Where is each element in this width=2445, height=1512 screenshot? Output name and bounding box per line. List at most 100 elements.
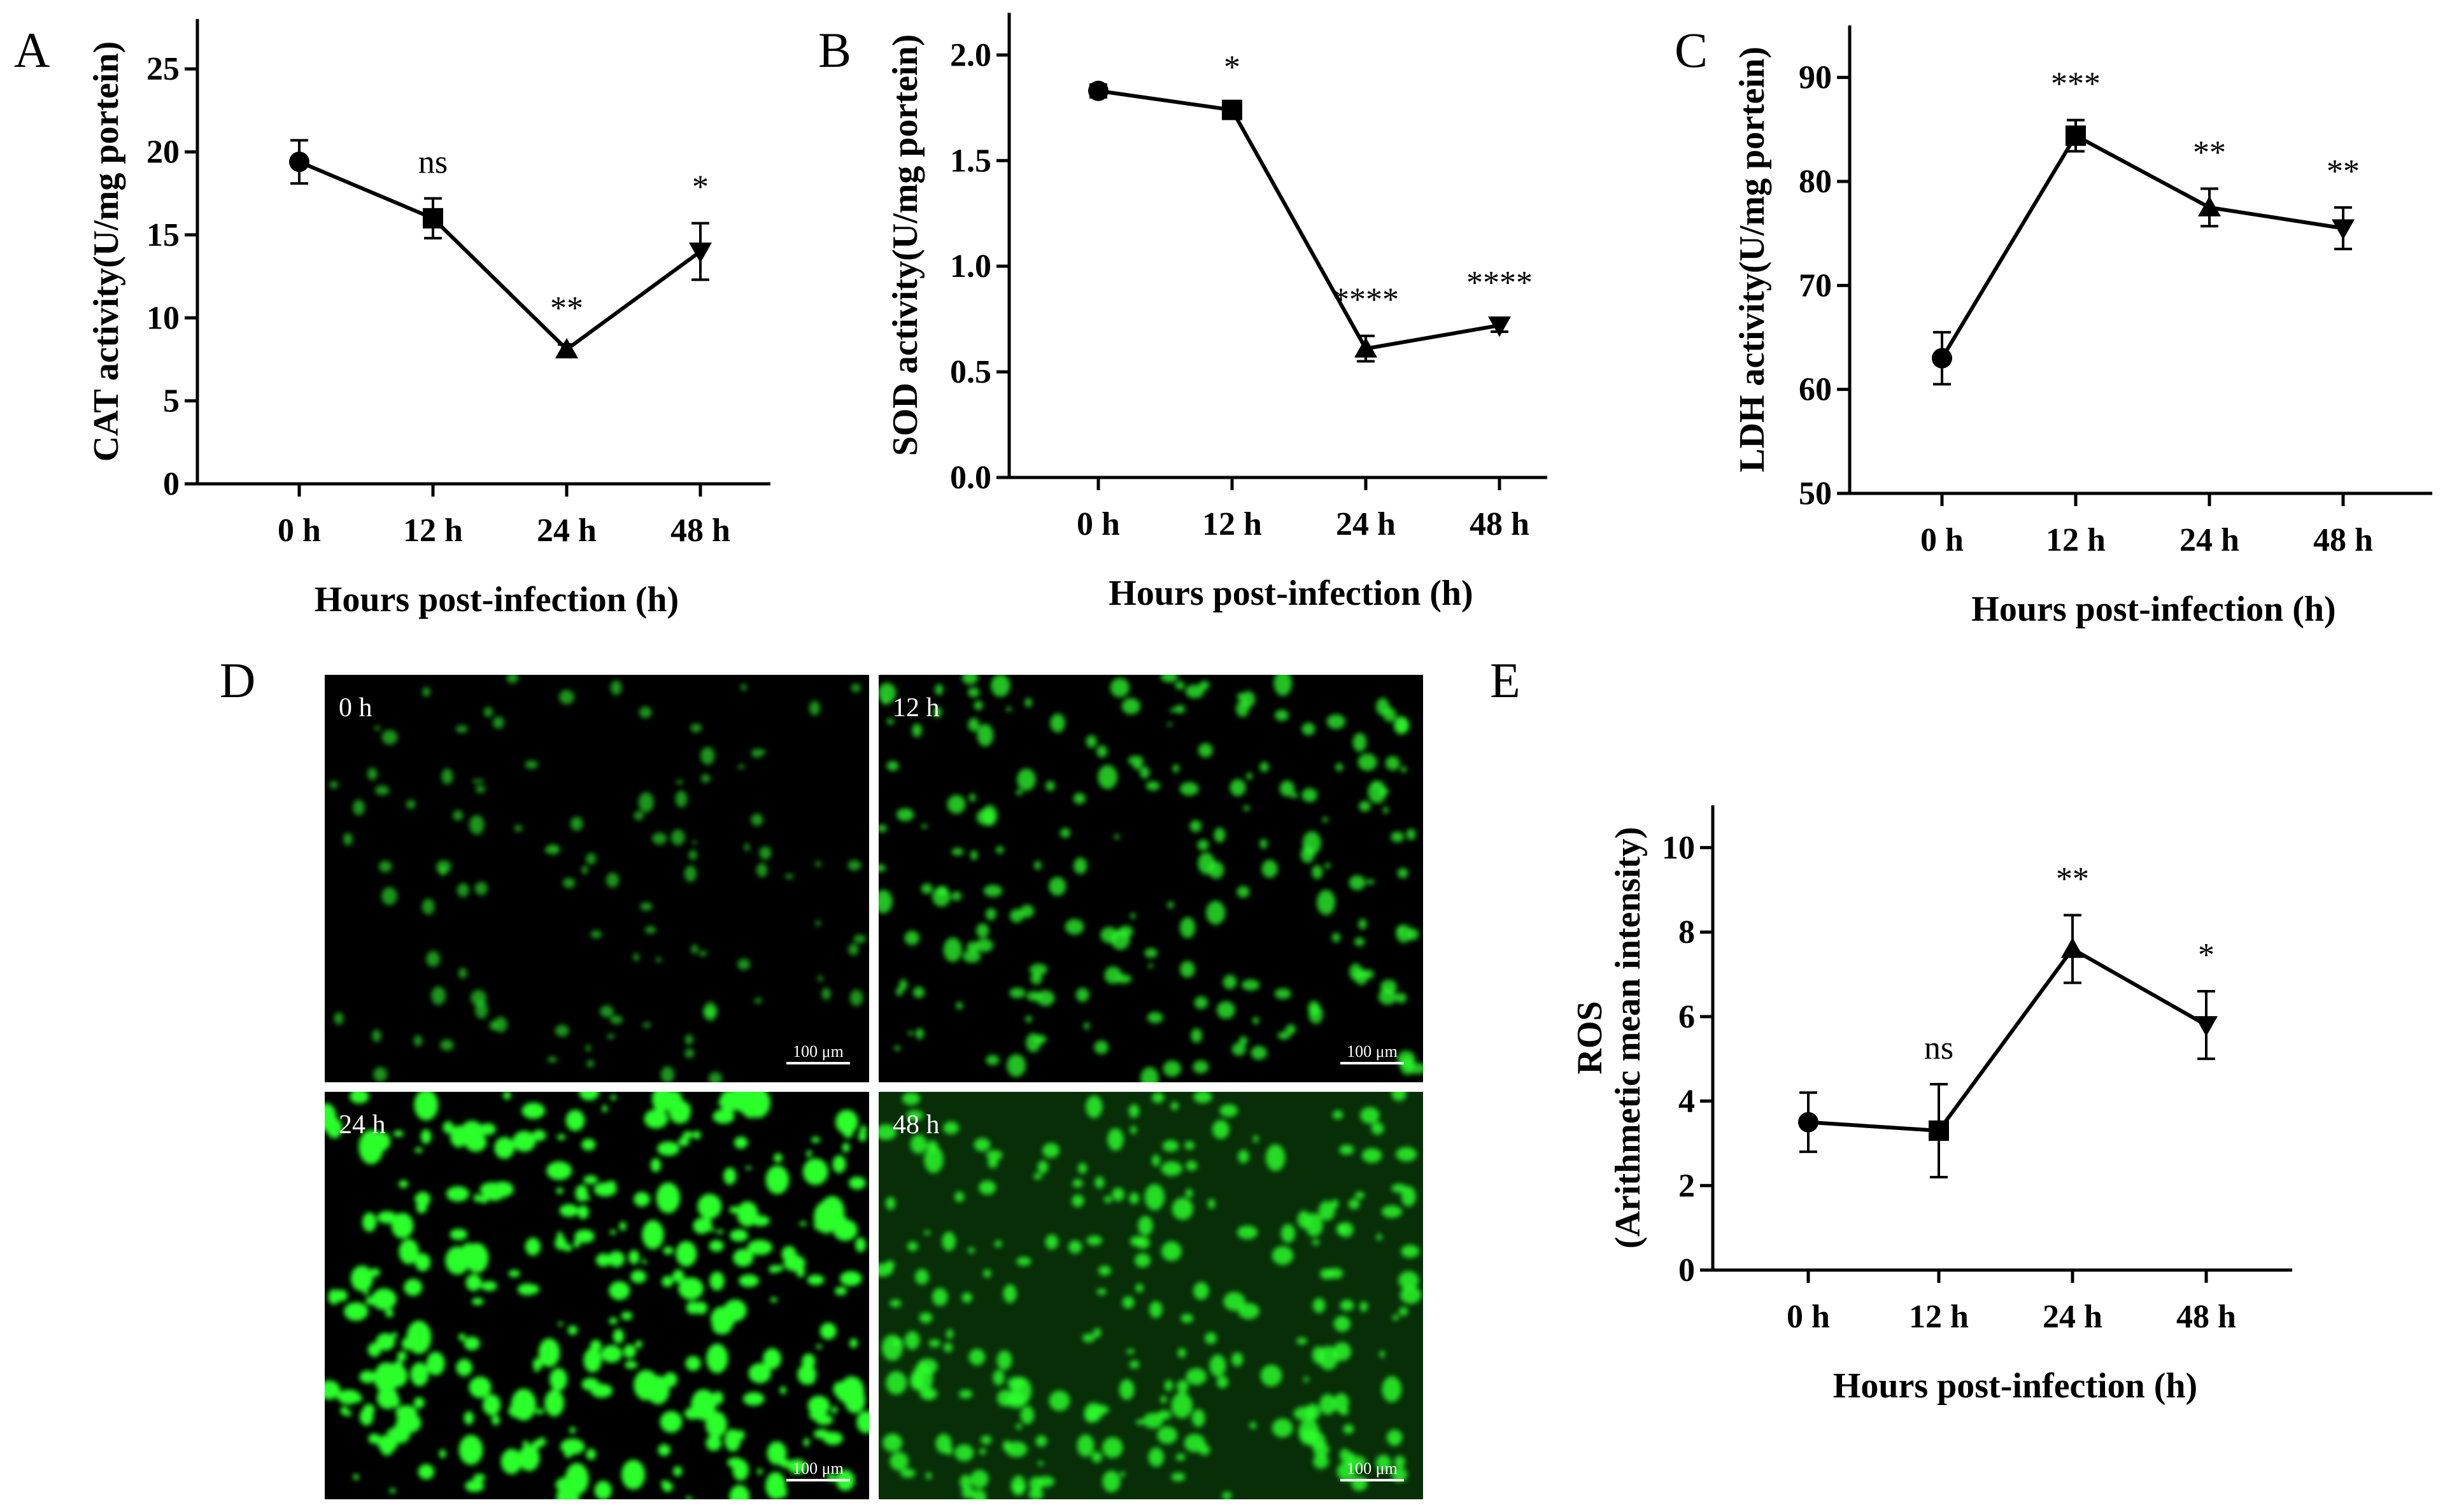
- cell: [968, 1247, 975, 1254]
- cell: [1093, 1328, 1102, 1338]
- significance-label: **: [550, 290, 583, 327]
- cell: [1164, 1380, 1173, 1392]
- cell: [1396, 1147, 1417, 1162]
- micrograph-time-label: 24 h: [339, 1110, 386, 1140]
- cell: [547, 1056, 558, 1063]
- cell: [1301, 1429, 1317, 1442]
- cell: [819, 1322, 837, 1340]
- cell: [574, 1229, 595, 1243]
- cell: [1198, 852, 1215, 875]
- cell: [1301, 723, 1315, 735]
- cell: [1177, 1348, 1186, 1358]
- cell: [621, 1311, 633, 1320]
- cell: [695, 1301, 708, 1315]
- cell: [912, 987, 925, 998]
- chart-ros: 0 2 4 6 8 10 0 h 12 h 24 h 48 h Hours post-infecti…: [1570, 805, 2292, 1406]
- cell: [1024, 698, 1032, 707]
- cell: [602, 1105, 608, 1113]
- cell: [975, 938, 993, 952]
- cell: [1029, 1476, 1044, 1492]
- cell: [885, 1261, 895, 1269]
- cell: [979, 1180, 996, 1195]
- cell: [961, 675, 979, 685]
- cell: [683, 1131, 693, 1139]
- data-point: [1798, 1112, 1818, 1133]
- cell: [1135, 1253, 1151, 1268]
- cell: [698, 950, 707, 956]
- cell: [606, 1180, 616, 1188]
- cell: [1357, 753, 1377, 771]
- cell: [1326, 714, 1345, 730]
- cell: [1398, 1307, 1408, 1316]
- cell: [1074, 858, 1088, 875]
- cell: [1037, 1460, 1044, 1466]
- cell: [608, 1251, 625, 1268]
- cell: [1381, 1205, 1402, 1218]
- cell: [1135, 1283, 1144, 1293]
- data-point: [2061, 937, 2084, 958]
- cell: [840, 1271, 862, 1286]
- cell: [1351, 1476, 1368, 1491]
- cell: [1251, 1045, 1267, 1060]
- significance-label: *: [2198, 937, 2215, 973]
- cell: [1007, 1054, 1026, 1077]
- cell: [802, 1158, 828, 1185]
- cell: [1147, 1012, 1163, 1024]
- x-tick-label: 24 h: [2179, 522, 2239, 558]
- cell: [413, 1397, 425, 1409]
- cell: [565, 1110, 585, 1131]
- cell: [1296, 1337, 1307, 1345]
- cell: [1261, 859, 1278, 878]
- cell: [1175, 1453, 1186, 1461]
- cell: [1086, 1236, 1103, 1246]
- cell: [581, 1138, 596, 1151]
- cell: [663, 1247, 674, 1255]
- cell: [1082, 1333, 1095, 1343]
- cell: [894, 1045, 901, 1051]
- cell: [374, 1362, 399, 1394]
- cell: [388, 1395, 400, 1408]
- cell: [1198, 743, 1213, 758]
- cell: [559, 689, 574, 705]
- micrograph-time-label: 0 h: [339, 693, 372, 723]
- cell: [814, 1220, 824, 1231]
- y-tick-label: 2: [1678, 1168, 1695, 1204]
- cell: [675, 790, 688, 808]
- cell: [359, 1408, 374, 1426]
- cell: [1005, 707, 1012, 712]
- cell: [847, 860, 861, 871]
- cell: [1010, 1397, 1017, 1405]
- cell: [393, 1130, 404, 1137]
- cell: [1157, 1426, 1178, 1445]
- cell: [770, 1297, 778, 1303]
- cell: [1185, 684, 1205, 698]
- cell: [784, 873, 794, 879]
- cell: [455, 725, 469, 733]
- cell: [1120, 1471, 1126, 1478]
- cell: [565, 1463, 589, 1495]
- cell: [658, 1444, 671, 1456]
- data-point: [1088, 80, 1109, 101]
- cell: [1349, 875, 1366, 891]
- cell: [373, 1067, 388, 1082]
- cell: [1193, 1092, 1212, 1103]
- cell: [343, 1411, 352, 1417]
- cell: [1007, 1376, 1024, 1390]
- cell: [1121, 698, 1141, 715]
- y-axis-title: ROS: [1570, 1001, 1610, 1074]
- cell: [638, 792, 654, 813]
- cell: [329, 781, 338, 789]
- cell: [334, 1012, 344, 1025]
- cell: [751, 748, 763, 758]
- cell: [1130, 913, 1136, 919]
- cell: [395, 1360, 403, 1370]
- panel-letter-c: C: [1675, 22, 1708, 78]
- cell: [1030, 972, 1042, 985]
- cell: [586, 1448, 597, 1460]
- cell: [381, 887, 397, 905]
- cell: [325, 1103, 337, 1131]
- cell: [1102, 1437, 1123, 1459]
- cell: [374, 726, 381, 731]
- cell: [640, 902, 653, 911]
- cell: [993, 1369, 1005, 1386]
